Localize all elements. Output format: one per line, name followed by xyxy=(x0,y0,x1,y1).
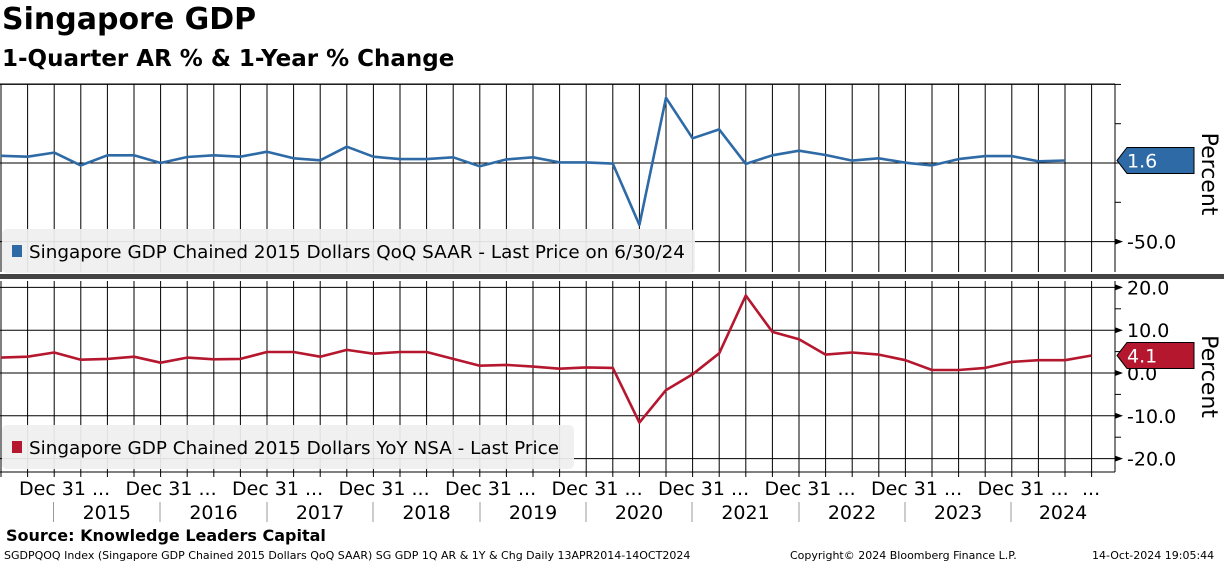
x-date-label: Dec 31 ... xyxy=(765,478,856,500)
x-year-label: 2022 xyxy=(828,502,876,524)
x-year-label: 2018 xyxy=(402,502,450,524)
y-tick-label: -20.0 xyxy=(1127,449,1176,471)
last-value-label: 4.1 xyxy=(1127,345,1157,367)
tick-arrow xyxy=(1115,412,1123,419)
timestamp: 14-Oct-2024 19:05:44 xyxy=(1092,549,1215,562)
x-axis-labels: Dec 31 ... Dec 31 ... Dec 31 ... Dec 31 ...… xyxy=(0,472,1100,524)
last-value-label: 1.6 xyxy=(1127,150,1157,172)
legend-swatch xyxy=(12,441,22,453)
x-date-label: Dec 31 ... xyxy=(19,478,110,500)
tick-arrow xyxy=(1115,238,1123,245)
x-date-label: Dec 31 ... xyxy=(658,478,749,500)
y-axis-title: Percent xyxy=(1196,133,1221,216)
tick-arrow xyxy=(1115,455,1123,462)
x-year-label: 2017 xyxy=(296,502,344,524)
tick-arrow xyxy=(1115,327,1123,334)
x-year-label: 2023 xyxy=(934,502,982,524)
chart-title: Singapore GDP xyxy=(2,2,257,37)
x-year-label: 2015 xyxy=(83,502,131,524)
series-line-yoy xyxy=(0,294,1092,424)
y-tick-label: 20.0 xyxy=(1127,277,1169,299)
legend-swatch xyxy=(12,245,22,257)
ticker-line: SGDPQOQ Index (Singapore GDP Chained 201… xyxy=(4,549,691,562)
x-date-label: Dec 31 ... xyxy=(871,478,962,500)
chart-subtitle: 1-Quarter AR % & 1-Year % Change xyxy=(2,46,455,72)
x-date-label: Dec 31 ... xyxy=(978,478,1069,500)
source-note: Source: Knowledge Leaders Capital xyxy=(6,526,326,545)
last-value-flag xyxy=(1116,146,1195,174)
panel-divider xyxy=(0,274,1224,279)
x-year-label: 2021 xyxy=(721,502,769,524)
x-date-label: Dec 31 ... xyxy=(126,478,217,500)
x-year-label: 2020 xyxy=(615,502,663,524)
series-lines xyxy=(0,96,1092,424)
x-date-label: Dec 31 ... xyxy=(445,478,536,500)
y-tick-label: -50.0 xyxy=(1127,232,1176,254)
legend-label: Singapore GDP Chained 2015 Dollars YoY N… xyxy=(29,438,559,459)
legends: Singapore GDP Chained 2015 Dollars QoQ S… xyxy=(2,229,695,469)
x-date-label: Dec 31 ... xyxy=(339,478,430,500)
y-axis-title: Percent xyxy=(1196,335,1221,418)
legend-label: Singapore GDP Chained 2015 Dollars QoQ S… xyxy=(29,242,685,263)
y-tick-label: 10.0 xyxy=(1127,320,1169,342)
x-year-label: 2016 xyxy=(189,502,237,524)
y-tick-label: -10.0 xyxy=(1127,406,1176,428)
legend-box xyxy=(2,229,695,273)
x-date-label: ... xyxy=(1082,478,1100,500)
x-date-label: Dec 31 ... xyxy=(232,478,323,500)
legend-box xyxy=(2,425,574,469)
tick-arrow xyxy=(1115,284,1123,291)
last-value-flag xyxy=(1116,341,1195,369)
x-year-label: 2019 xyxy=(509,502,557,524)
x-date-label: Dec 31 ... xyxy=(552,478,643,500)
x-year-label: 2024 xyxy=(1039,502,1087,524)
copyright: Copyright© 2024 Bloomberg Finance L.P. xyxy=(790,549,1017,562)
tick-arrow xyxy=(1115,370,1123,376)
